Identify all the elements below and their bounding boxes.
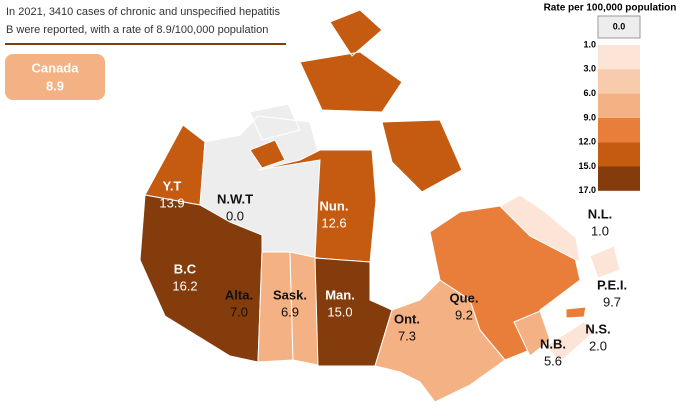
region-value: 6.9 xyxy=(281,304,299,319)
legend-swatch xyxy=(598,142,640,167)
region xyxy=(545,321,597,363)
region xyxy=(565,306,587,319)
legend-break-label: 15.0 xyxy=(578,161,596,171)
region-name: P.E.I. xyxy=(597,277,627,292)
region-value: 5.6 xyxy=(544,353,562,368)
canada-label: Canada xyxy=(32,60,80,75)
legend-break-label: 9.0 xyxy=(583,112,596,122)
region-value: 16.2 xyxy=(172,278,197,293)
region-name: N.B. xyxy=(540,336,566,351)
region-name: Ont. xyxy=(394,311,420,326)
region-value: 7.3 xyxy=(398,328,416,343)
legend-break-label: 6.0 xyxy=(583,88,596,98)
regions xyxy=(139,9,621,403)
region-name: N.W.T xyxy=(217,191,253,206)
legend-zero-swatch xyxy=(597,15,641,39)
region-labels: Y.T 13.9 N.W.T 0.0 Nun. 12.6 B.C 16.2 Alta. 7.0 Sa… xyxy=(159,178,627,368)
region-value: 15.0 xyxy=(327,304,352,319)
region xyxy=(499,194,621,279)
canada-value: 8.9 xyxy=(46,78,64,93)
region-name: Man. xyxy=(325,287,355,302)
legend-swatch xyxy=(598,117,640,143)
region-value: 0.0 xyxy=(226,208,244,223)
legend-swatch xyxy=(598,69,640,94)
region-name: N.L. xyxy=(588,206,613,221)
legend-break-label: 17.0 xyxy=(578,185,596,195)
canada-box xyxy=(5,54,105,100)
region-value: 9.7 xyxy=(603,294,621,309)
legend-swatch xyxy=(598,166,640,191)
region-value: 2.0 xyxy=(589,338,607,353)
region-name: B.C xyxy=(174,261,197,276)
header-line: B were reported, with a rate of 8.9/100,… xyxy=(6,24,268,36)
region-name: Que. xyxy=(450,290,479,305)
region-name: Y.T xyxy=(163,178,182,193)
region xyxy=(199,103,321,259)
region-name: Sask. xyxy=(273,287,307,302)
region-value: 1.0 xyxy=(591,223,609,238)
legend-break-label: 12.0 xyxy=(578,137,596,147)
region xyxy=(513,310,551,357)
header-line: In 2021, 3410 cases of chronic and unspe… xyxy=(6,6,280,18)
region-name: Alta. xyxy=(225,287,253,302)
legend-swatch xyxy=(598,93,640,118)
region-name: Nun. xyxy=(320,198,349,213)
region-value: 12.6 xyxy=(321,215,346,230)
region-name: N.S. xyxy=(585,321,610,336)
legend-break-label: 1.0 xyxy=(583,39,596,49)
region-value: 9.2 xyxy=(455,307,473,322)
region-value: 7.0 xyxy=(230,304,248,319)
legend-swatch xyxy=(598,45,640,70)
region-value: 13.9 xyxy=(159,195,184,210)
region xyxy=(249,9,463,263)
legend-zero-label: 0.0 xyxy=(613,21,626,31)
legend-break-label: 3.0 xyxy=(583,64,596,74)
legend-title: Rate per 100,000 population xyxy=(544,3,677,14)
